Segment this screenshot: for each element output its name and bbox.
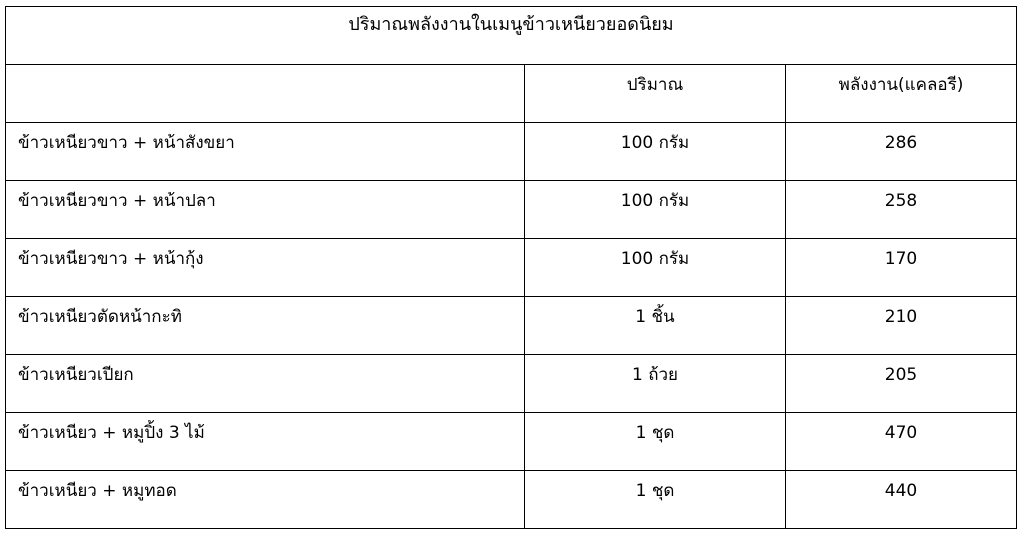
menu-cell: ข้าวเหนียวขาว + หน้าสังขยา <box>5 122 525 181</box>
calories-cell: 470 <box>784 412 1018 471</box>
header-row: ปริมาณ พลังงาน(แคลอรี) <box>5 64 1018 123</box>
menu-cell: ข้าวเหนียว + หมูปิ้ง 3 ไม้ <box>5 412 525 471</box>
header-menu <box>5 64 525 123</box>
header-amount: ปริมาณ <box>524 64 786 123</box>
menu-cell: ข้าวเหนียวเปียก <box>5 354 525 413</box>
amount-cell: 100 กรัม <box>524 238 786 297</box>
amount-cell: 100 กรัม <box>524 180 786 239</box>
header-calories: พลังงาน(แคลอรี) <box>784 64 1018 123</box>
calorie-table: ปริมาณพลังงานในเมนูข้าวเหนียวยอดนิยม ปริ… <box>4 6 1018 529</box>
table-row: ข้าวเหนียวขาว + หน้ากุ้ง 100 กรัม 170 <box>5 238 1018 297</box>
calories-cell: 258 <box>784 180 1018 239</box>
calories-cell: 440 <box>784 470 1018 529</box>
calories-cell: 170 <box>784 238 1018 297</box>
amount-cell: 1 ถ้วย <box>524 354 786 413</box>
amount-cell: 1 ชิ้น <box>524 296 786 355</box>
table-row: ข้าวเหนียวเปียก 1 ถ้วย 205 <box>5 354 1018 413</box>
menu-cell: ข้าวเหนียวขาว + หน้าปลา <box>5 180 525 239</box>
menu-cell: ข้าวเหนียวขาว + หน้ากุ้ง <box>5 238 525 297</box>
table-row: ข้าวเหนียวตัดหน้ากะทิ 1 ชิ้น 210 <box>5 296 1018 355</box>
menu-cell: ข้าวเหนียวตัดหน้ากะทิ <box>5 296 525 355</box>
table-row: ข้าวเหนียวขาว + หน้าสังขยา 100 กรัม 286 <box>5 122 1018 181</box>
table-title-cell: ปริมาณพลังงานในเมนูข้าวเหนียวยอดนิยม <box>4 6 1018 65</box>
title-row: ปริมาณพลังงานในเมนูข้าวเหนียวยอดนิยม <box>4 6 1018 65</box>
amount-cell: 1 ชุด <box>524 412 786 471</box>
calories-cell: 286 <box>784 122 1018 181</box>
calories-cell: 205 <box>784 354 1018 413</box>
table-row: ข้าวเหนียวขาว + หน้าปลา 100 กรัม 258 <box>5 180 1018 239</box>
menu-cell: ข้าวเหนียว + หมูทอด <box>5 470 525 529</box>
amount-cell: 1 ชุด <box>524 470 786 529</box>
table-row: ข้าวเหนียว + หมูทอด 1 ชุด 440 <box>5 470 1018 529</box>
table-title: ปริมาณพลังงานในเมนูข้าวเหนียวยอดนิยม <box>348 14 674 35</box>
calories-cell: 210 <box>784 296 1018 355</box>
amount-cell: 100 กรัม <box>524 122 786 181</box>
table-row: ข้าวเหนียว + หมูปิ้ง 3 ไม้ 1 ชุด 470 <box>5 412 1018 471</box>
